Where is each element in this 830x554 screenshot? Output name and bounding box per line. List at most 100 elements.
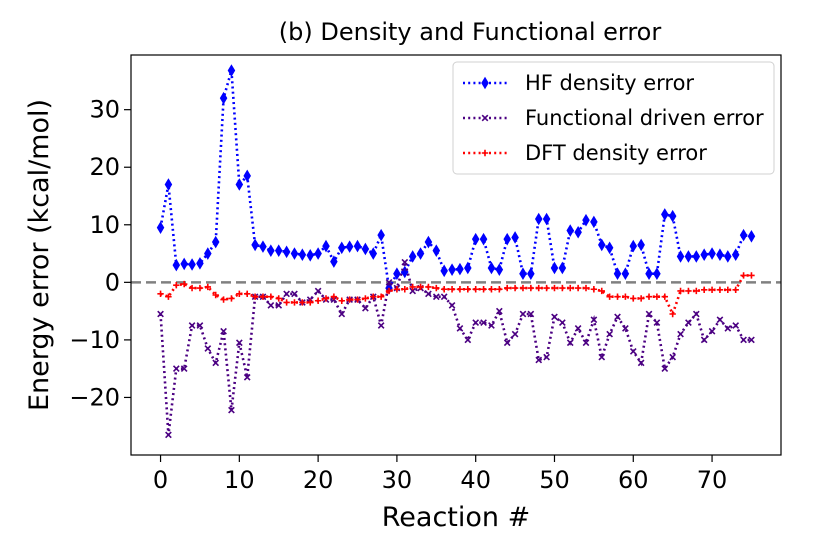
- data-point: [393, 267, 401, 280]
- data-point: [590, 215, 598, 229]
- legend: HF density error Functional driven error D…: [452, 61, 775, 175]
- data-point: [558, 261, 567, 275]
- data-point: [479, 232, 488, 246]
- data-point: [330, 293, 338, 300]
- data-point: [196, 322, 204, 329]
- data-point: [637, 238, 645, 252]
- data-point: [188, 284, 196, 292]
- data-point: [692, 310, 700, 318]
- data-point: [354, 296, 361, 303]
- data-point: [472, 286, 479, 293]
- data-point: [188, 258, 196, 271]
- legend-label: DFT density error: [525, 141, 707, 165]
- data-point: [700, 248, 708, 261]
- data-point: [527, 310, 535, 318]
- data-point: [511, 284, 519, 292]
- data-point: [409, 283, 416, 291]
- data-point: [220, 327, 227, 335]
- data-point: [212, 359, 220, 367]
- series-line: [159, 70, 752, 293]
- x-tick-label: 50: [539, 466, 570, 494]
- data-point: [677, 287, 684, 295]
- data-point: [228, 406, 235, 414]
- data-point: [291, 299, 298, 306]
- data-point: [267, 244, 275, 257]
- data-point: [440, 286, 448, 293]
- data-point: [156, 221, 165, 234]
- data-point: [739, 228, 748, 242]
- data-point: [504, 284, 511, 292]
- y-axis: −20 −10 0 10 20 30: [69, 96, 131, 411]
- x-tick-label: 70: [697, 466, 728, 494]
- data-point: [732, 286, 739, 294]
- data-point: [385, 278, 393, 286]
- data-point: [495, 307, 503, 315]
- data-point: [622, 325, 629, 332]
- data-point: [582, 339, 590, 347]
- data-point: [669, 353, 677, 361]
- data-point: [495, 263, 504, 276]
- data-point: [567, 284, 574, 292]
- legend-label: HF density error: [525, 71, 694, 95]
- data-point: [211, 235, 220, 249]
- data-point: [487, 261, 496, 275]
- data-point: [330, 255, 338, 268]
- data-point: [283, 290, 290, 298]
- data-point: [417, 283, 424, 291]
- data-point: [629, 348, 637, 355]
- data-point: [243, 373, 251, 381]
- data-point: [401, 258, 409, 266]
- data-point: [645, 293, 653, 300]
- data-point: [661, 293, 668, 300]
- data-point: [456, 262, 464, 276]
- data-point: [488, 322, 495, 329]
- data-point: [598, 287, 605, 295]
- data-point: [244, 290, 251, 298]
- y-tick-label: 0: [105, 268, 120, 296]
- data-point: [724, 286, 732, 294]
- data-point: [275, 295, 282, 302]
- data-point: [290, 247, 299, 260]
- data-point: [614, 313, 621, 321]
- data-point: [685, 287, 692, 295]
- data-point: [716, 316, 724, 324]
- data-point: [448, 263, 456, 276]
- data-point: [401, 265, 409, 279]
- data-point: [432, 244, 441, 257]
- data-point: [519, 284, 527, 292]
- data-point: [732, 322, 740, 329]
- data-point: [748, 272, 755, 279]
- data-point: [622, 293, 629, 300]
- data-point: [519, 310, 527, 318]
- data-point: [661, 365, 669, 373]
- data-point: [416, 247, 425, 260]
- legend-marker: [481, 149, 489, 157]
- data-point: [653, 267, 661, 280]
- data-point: [448, 286, 456, 293]
- data-point: [488, 286, 495, 293]
- data-point: [314, 297, 322, 304]
- data-point: [503, 339, 511, 347]
- data-point: [724, 250, 732, 263]
- y-tick-label: 10: [89, 211, 120, 239]
- data-point: [235, 339, 243, 347]
- data-point: [322, 239, 330, 253]
- data-point: [693, 287, 700, 295]
- data-point: [708, 247, 716, 260]
- data-point: [668, 209, 677, 223]
- data-point: [408, 250, 417, 263]
- data-point: [204, 345, 212, 352]
- data-point: [425, 283, 432, 291]
- data-point: [433, 284, 440, 292]
- data-point: [424, 235, 433, 249]
- series-line: [160, 274, 752, 318]
- data-point: [298, 248, 307, 261]
- data-point: [637, 359, 645, 367]
- data-point: [740, 336, 747, 344]
- data-point: [188, 322, 196, 329]
- data-point: [606, 293, 613, 300]
- data-point: [653, 293, 661, 300]
- legend-marker: [481, 76, 489, 90]
- plot-area: [131, 64, 781, 439]
- data-point: [685, 319, 692, 326]
